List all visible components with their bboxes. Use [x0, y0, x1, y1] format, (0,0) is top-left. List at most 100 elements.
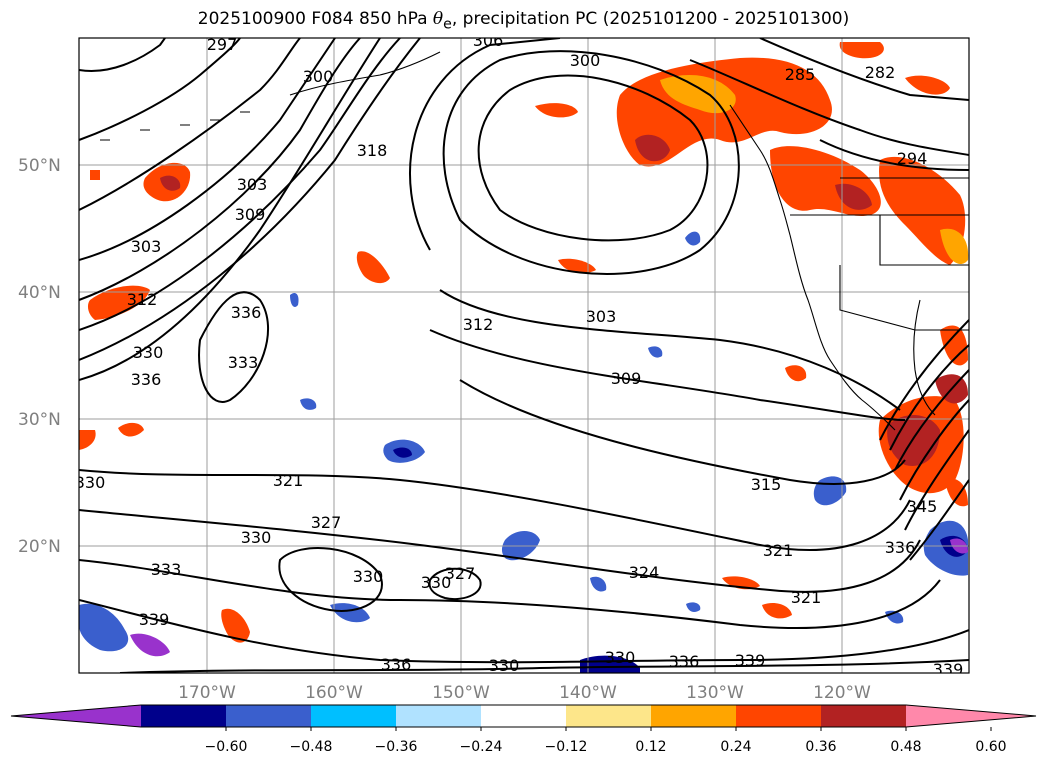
contour-label: 321 [791, 588, 822, 607]
contour-label: 309 [611, 369, 642, 388]
contour-label: 336 [131, 370, 162, 389]
precip-area [79, 430, 96, 450]
contour-label: 309 [235, 205, 266, 224]
coastline [729, 104, 791, 236]
contour-line [477, 74, 709, 242]
contour-line [79, 38, 421, 361]
coastline [289, 51, 441, 96]
contour-label: 336 [231, 303, 262, 322]
precip-area [590, 576, 607, 592]
title-theta-subscript: e [443, 16, 452, 33]
precip-area [160, 175, 181, 191]
contour-line [819, 139, 969, 171]
contour-label: 300 [570, 51, 601, 70]
state-border [839, 265, 969, 331]
precip-area [648, 346, 663, 358]
contour-line [894, 369, 969, 471]
contour-label: 327 [445, 564, 476, 583]
precip-area [118, 422, 144, 437]
precip-area [940, 325, 968, 366]
graticule [79, 38, 969, 673]
colorbar-tick-label: 0.48 [890, 739, 921, 755]
colorbar-tick-label: 0.36 [805, 739, 836, 755]
precip-area [940, 228, 969, 265]
contour-label: 327 [311, 513, 342, 532]
precip-area [90, 170, 100, 180]
contour-line [428, 567, 482, 600]
contour-label: 336 [885, 538, 916, 557]
map-frame [78, 37, 970, 674]
contour-line [889, 344, 969, 451]
contour-line [459, 379, 906, 485]
colorbar-tick-label: −0.24 [460, 739, 503, 755]
contour-label: 339 [933, 660, 964, 679]
contour-label: 324 [629, 563, 660, 582]
colorbar-tick-label: −0.36 [375, 739, 418, 755]
contour-line [439, 289, 901, 411]
contour-label: 336 [381, 655, 412, 674]
contour-label: 285 [785, 65, 816, 84]
precip-area [685, 231, 701, 246]
colorbar-tick-label: 0.12 [635, 739, 666, 755]
contour-line [909, 479, 969, 561]
contour-label: 339 [735, 651, 766, 670]
contour-line [759, 38, 969, 101]
contour-line [119, 659, 969, 673]
precip-area [300, 398, 317, 410]
contour-line [79, 559, 941, 629]
precip-area [722, 576, 760, 590]
precip-area [945, 478, 968, 507]
contour-line [879, 319, 969, 441]
colorbar-segment [651, 705, 737, 727]
contour-label: 345 [907, 497, 938, 516]
precip-area [356, 251, 390, 284]
colorbar-segment [566, 705, 652, 727]
contour-line [79, 38, 381, 381]
colorbar: −0.60 −0.48 −0.36 −0.24 −0.12 0.12 0.24 0.36 0.4… [10, 704, 1037, 755]
precip-area [785, 365, 807, 382]
contour-line [79, 38, 241, 141]
precip-area [535, 103, 578, 118]
longitude-labels: 170°W 160°W 150°W 140°W 130°W 120°W [178, 683, 871, 703]
colorbar-segment [141, 705, 227, 727]
precip-area [580, 655, 640, 673]
colorbar-segment [906, 705, 1036, 727]
contour-label: 330 [489, 656, 520, 675]
precip-area [130, 633, 170, 657]
contour-line [79, 38, 361, 301]
contour-line [79, 469, 911, 551]
contour-label: 330 [75, 473, 106, 492]
contour-label: 330 [605, 648, 636, 667]
contour-line [79, 38, 336, 261]
contour-label: 330 [421, 573, 452, 592]
precip-fills [79, 42, 969, 673]
contour-line [442, 50, 740, 275]
coastline [913, 299, 936, 416]
colorbar-tick-label: −0.60 [205, 739, 248, 755]
precip-area [87, 285, 150, 320]
lon-label-160w: 160°W [305, 683, 363, 703]
colorbar-outline [10, 704, 1037, 728]
colorbar-segment [736, 705, 822, 727]
contour-label: 282 [865, 63, 896, 82]
precip-area [839, 42, 884, 59]
colorbar-segment [821, 705, 907, 727]
map-content: 297 300 300 303 306 303 309 312 318 303 … [75, 35, 969, 679]
contour-label: 303 [586, 307, 617, 326]
coastline [789, 234, 896, 431]
lat-label-30n: 30°N [18, 410, 61, 430]
title-theta-symbol: θ [432, 9, 444, 29]
contour-line [904, 429, 969, 531]
colorbar-segment [396, 705, 482, 727]
chart-title: 2025100900 F084 850 hPa θe, precipitatio… [0, 9, 1047, 32]
lon-label-170w: 170°W [178, 683, 236, 703]
contour-label: 303 [237, 175, 268, 194]
contour-label: 312 [463, 315, 494, 334]
title-prefix: 2025100900 F084 850 hPa [197, 9, 433, 29]
contour-label: 297 [207, 35, 238, 54]
contour-line [79, 599, 969, 664]
contour-line [429, 329, 906, 421]
contour-line [79, 38, 401, 331]
precip-area [835, 183, 872, 210]
